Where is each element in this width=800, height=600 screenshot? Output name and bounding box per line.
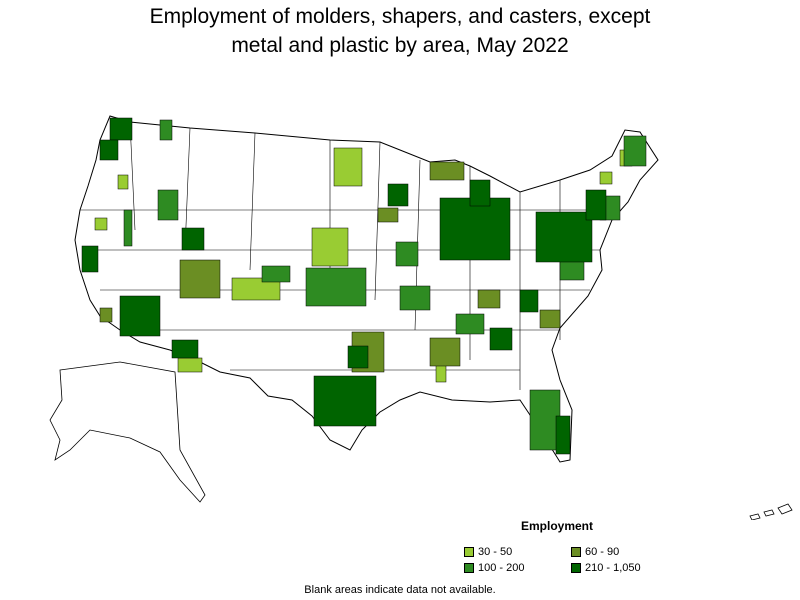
legend-title: Employment <box>521 519 594 533</box>
title-line-2: metal and plastic by area, May 2022 <box>231 34 569 57</box>
legend: 30 - 50 60 - 90 100 - 200 210 - 1,050 <box>464 546 664 578</box>
hawaii-islands <box>749 503 793 520</box>
footnote: Blank areas indicate data not available. <box>304 584 496 596</box>
legend-swatch-60-90 <box>571 547 581 557</box>
legend-item-60-90: 60 - 90 <box>571 546 619 558</box>
shaded-areas <box>81 117 647 455</box>
legend-swatch-100-200 <box>464 563 474 573</box>
legend-item-100-200: 100 - 200 <box>464 562 524 574</box>
map-title: Employment of molders, shapers, and cast… <box>0 2 800 60</box>
alaska-outline <box>49 361 206 503</box>
us-map <box>49 115 793 520</box>
legend-label-210-1050: 210 - 1,050 <box>585 562 641 574</box>
legend-item-30-50: 30 - 50 <box>464 546 512 558</box>
legend-label-30-50: 30 - 50 <box>478 546 513 558</box>
legend-swatch-210-1050 <box>571 563 581 573</box>
legend-swatch-30-50 <box>464 547 474 557</box>
legend-item-210-1050: 210 - 1,050 <box>571 562 641 574</box>
legend-label-60-90: 60 - 90 <box>585 546 620 558</box>
title-line-1: Employment of molders, shapers, and cast… <box>149 5 651 28</box>
legend-label-100-200: 100 - 200 <box>478 562 525 574</box>
